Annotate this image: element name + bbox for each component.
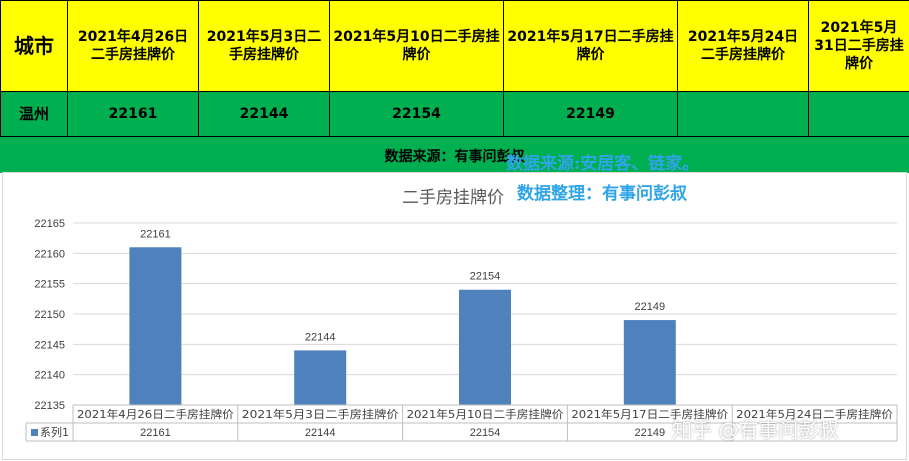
source-line: 数据来源：有事问彭叔 bbox=[384, 149, 525, 165]
y-tick-label: 22150 bbox=[34, 309, 65, 321]
data-label: 22149 bbox=[635, 301, 666, 313]
price-cell-4: 22149 bbox=[503, 91, 678, 137]
x-tick-label: 2021年5月17日二手房挂牌价 bbox=[571, 407, 728, 421]
date-header-5: 2021年5月24日二手房挂牌价 bbox=[677, 0, 809, 92]
date-header-2: 2021年5月3日二手房挂牌价 bbox=[198, 0, 330, 92]
y-tick-label: 22135 bbox=[34, 400, 65, 412]
table-value: 22161 bbox=[140, 427, 171, 439]
x-tick-label: 2021年5月10日二手房挂牌价 bbox=[407, 407, 564, 421]
y-tick-label: 22140 bbox=[34, 370, 65, 382]
watermark: 知乎 @有事问彭叔 bbox=[672, 418, 839, 442]
table-value: 22149 bbox=[635, 427, 666, 439]
x-tick-label: 2021年4月26日二手房挂牌价 bbox=[77, 407, 234, 421]
chart-title: 二手房挂牌价 bbox=[402, 188, 504, 208]
table-value: 22144 bbox=[305, 427, 336, 439]
y-tick-label: 22155 bbox=[34, 279, 65, 291]
data-label: 22154 bbox=[470, 271, 501, 283]
bar bbox=[129, 247, 182, 405]
price-cell-6 bbox=[808, 91, 909, 137]
y-tick-label: 22160 bbox=[34, 248, 65, 260]
x-tick-label: 2021年5月3日二手房挂牌价 bbox=[242, 407, 399, 421]
city-name: 温州 bbox=[0, 91, 68, 137]
source-note: 数据来源:安居客、链家。 bbox=[506, 154, 700, 174]
table-value: 22154 bbox=[470, 427, 501, 439]
price-table: 城市 2021年4月26日二手房挂牌价 2021年5月3日二手房挂牌价 2021… bbox=[0, 0, 909, 137]
price-cell-2: 22144 bbox=[198, 91, 330, 137]
y-tick-label: 22145 bbox=[34, 339, 65, 351]
data-label: 22144 bbox=[305, 331, 336, 343]
y-tick-label: 22165 bbox=[34, 218, 65, 230]
x-tick-label: 2021年5月24日二手房挂牌价 bbox=[736, 407, 893, 421]
bar bbox=[623, 320, 676, 405]
arranged-note: 数据整理：有事问彭叔 bbox=[517, 184, 687, 204]
legend-key bbox=[31, 429, 38, 436]
source-band bbox=[0, 137, 909, 173]
price-cell-1: 22161 bbox=[67, 91, 199, 137]
price-cell-3: 22154 bbox=[329, 91, 504, 137]
bar bbox=[294, 350, 347, 405]
data-label: 22161 bbox=[140, 228, 171, 240]
date-header-3: 2021年5月10日二手房挂牌价 bbox=[329, 0, 504, 92]
date-header-6: 2021年5月31日二手房挂牌价 bbox=[808, 0, 909, 92]
legend-label: 系列1 bbox=[40, 425, 69, 439]
bar bbox=[459, 289, 511, 405]
city-header: 城市 bbox=[0, 0, 68, 92]
